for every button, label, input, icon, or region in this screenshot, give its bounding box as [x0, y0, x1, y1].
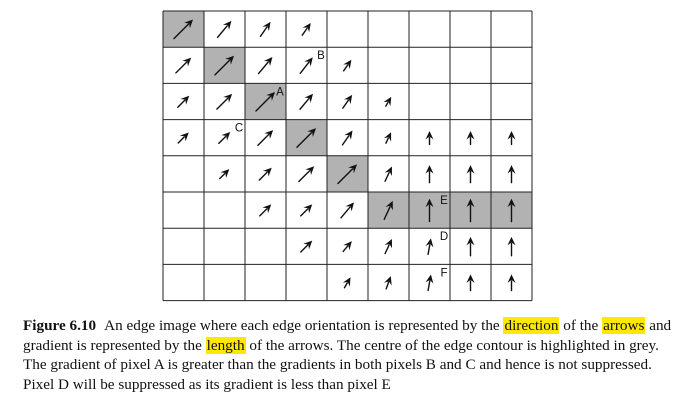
gradient-arrow: [341, 130, 353, 146]
caption-text-3: and gradient is represented by the: [23, 317, 672, 354]
gradient-arrow: [342, 94, 353, 109]
gradient-arrow: [425, 130, 434, 146]
gradient-arrow: [384, 166, 392, 182]
gradient-arrow: [466, 236, 475, 257]
gradient-arrow: [466, 274, 475, 292]
figure: B A C E D F: [162, 10, 533, 302]
gradient-arrow: [299, 57, 313, 74]
gradient-arrow: [425, 238, 434, 255]
gradient-arrow: [425, 165, 434, 184]
edge-grid: B A C E D F: [162, 10, 533, 302]
gradient-arrow: [425, 198, 434, 223]
pixel-label: F: [440, 267, 447, 279]
gradient-arrow: [299, 93, 314, 110]
gradient-arrow: [177, 132, 189, 144]
gradient-arrow: [301, 23, 311, 36]
figure-caption: Figure 6.10 An edge image where each edge…: [23, 316, 675, 394]
gradient-arrow: [173, 19, 194, 40]
highlight-direction: direction: [503, 317, 560, 334]
gradient-arrow: [507, 198, 516, 223]
pixel-label: D: [440, 231, 448, 243]
gradient-arrow: [383, 132, 392, 144]
gradient-arrow: [257, 57, 273, 75]
gradient-arrow: [259, 21, 271, 37]
gradient-arrow: [300, 204, 313, 217]
gradient-arrow: [342, 241, 352, 253]
gradient-arrow: [298, 166, 315, 183]
gradient-arrow: [466, 198, 475, 223]
pixel-label: B: [317, 50, 325, 62]
gradient-arrow: [507, 274, 516, 292]
gradient-arrow: [383, 96, 392, 107]
gradient-arrow: [337, 164, 358, 185]
gradient-arrow: [175, 57, 192, 74]
gradient-arrow: [340, 202, 355, 219]
gradient-arrow: [219, 169, 230, 180]
gradient-arrow: [257, 130, 274, 147]
gradient-arrow: [383, 200, 393, 220]
gradient-arrow: [384, 238, 392, 255]
gradient-arrow: [255, 91, 276, 112]
gradient-arrow: [259, 204, 272, 217]
gradient-arrow: [177, 95, 190, 108]
gradient-arrow: [214, 55, 235, 76]
pixel-label: C: [235, 123, 243, 135]
gradient-arrow: [425, 274, 434, 292]
gradient-arrow: [466, 130, 475, 146]
caption-text-2: of the: [559, 317, 603, 334]
pixel-label: A: [276, 86, 284, 98]
gradient-arrow: [507, 165, 516, 184]
pixel-label: E: [440, 195, 448, 207]
gradient-arrow: [342, 59, 352, 72]
highlight-length: length: [205, 336, 246, 354]
gradient-arrow: [218, 131, 231, 145]
caption-text-1: An edge image where each edge orientatio…: [104, 317, 504, 334]
highlight-arrows: arrows: [602, 317, 646, 334]
gradient-arrow: [507, 130, 516, 146]
gradient-arrow: [300, 240, 313, 253]
figure-label: Figure 6.10: [23, 317, 97, 334]
gradient-arrow: [216, 93, 233, 110]
caption-text-4: of the arrows. The centre of the edge co…: [23, 336, 659, 393]
gradient-arrow: [466, 165, 475, 184]
gradient-arrow: [296, 128, 317, 148]
gradient-arrow: [216, 20, 232, 39]
gradient-arrow: [384, 276, 392, 290]
gradient-arrow: [507, 236, 516, 257]
gradient-arrow: [258, 167, 272, 181]
gradient-arrow: [342, 277, 351, 289]
